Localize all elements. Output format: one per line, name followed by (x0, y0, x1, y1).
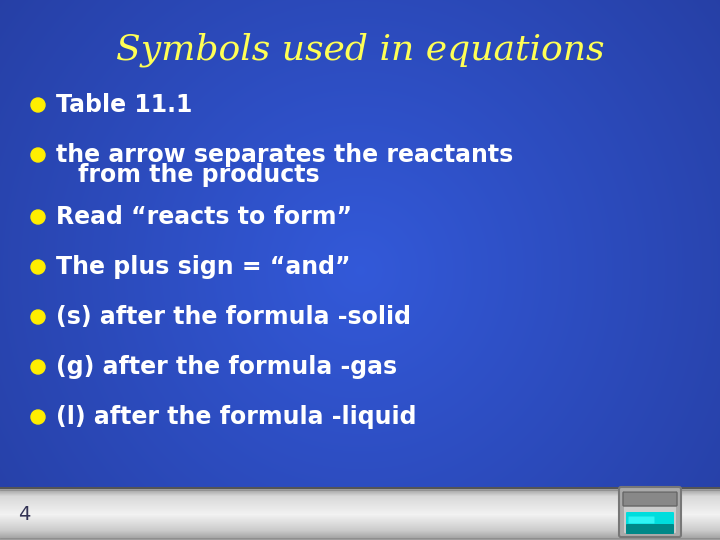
FancyBboxPatch shape (624, 491, 676, 533)
Circle shape (31, 360, 45, 374)
Circle shape (31, 148, 45, 162)
Text: (g) after the formula -gas: (g) after the formula -gas (56, 355, 397, 379)
FancyBboxPatch shape (626, 524, 674, 534)
Text: (l) after the formula -liquid: (l) after the formula -liquid (56, 405, 416, 429)
FancyBboxPatch shape (623, 492, 677, 506)
Circle shape (31, 98, 45, 112)
Text: Read “reacts to form”: Read “reacts to form” (56, 205, 352, 229)
Text: Symbols used in equations: Symbols used in equations (116, 33, 604, 68)
FancyBboxPatch shape (629, 516, 654, 523)
Text: Table 11.1: Table 11.1 (56, 93, 192, 117)
Text: the arrow separates the reactants: the arrow separates the reactants (56, 143, 513, 167)
Circle shape (31, 260, 45, 274)
Text: The plus sign = “and”: The plus sign = “and” (56, 255, 351, 279)
Circle shape (31, 210, 45, 224)
FancyBboxPatch shape (619, 487, 681, 537)
Circle shape (31, 310, 45, 324)
Text: 4: 4 (18, 504, 30, 523)
Circle shape (31, 410, 45, 424)
Text: from the products: from the products (78, 163, 320, 187)
FancyBboxPatch shape (626, 512, 674, 534)
Text: (s) after the formula -solid: (s) after the formula -solid (56, 305, 411, 329)
